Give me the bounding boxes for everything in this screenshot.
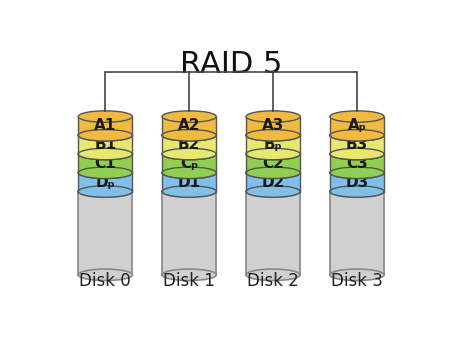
Ellipse shape bbox=[78, 129, 133, 141]
Text: Disk 0: Disk 0 bbox=[79, 272, 131, 290]
Bar bbox=[78, 192, 133, 275]
Ellipse shape bbox=[330, 148, 384, 160]
Bar bbox=[246, 173, 300, 192]
Bar bbox=[78, 135, 133, 154]
Bar bbox=[246, 135, 300, 154]
Text: A1: A1 bbox=[94, 118, 116, 134]
Ellipse shape bbox=[162, 186, 216, 197]
Text: Disk 3: Disk 3 bbox=[331, 272, 383, 290]
Ellipse shape bbox=[78, 186, 133, 197]
Ellipse shape bbox=[78, 269, 133, 281]
Ellipse shape bbox=[78, 111, 133, 122]
Ellipse shape bbox=[162, 167, 216, 178]
Ellipse shape bbox=[246, 129, 300, 141]
Text: B3: B3 bbox=[346, 137, 368, 152]
Text: D2: D2 bbox=[262, 175, 285, 190]
Text: A3: A3 bbox=[262, 118, 284, 134]
Bar bbox=[162, 154, 216, 173]
Ellipse shape bbox=[162, 148, 216, 160]
Text: Disk 2: Disk 2 bbox=[247, 272, 299, 290]
Bar bbox=[330, 154, 384, 173]
Ellipse shape bbox=[246, 129, 300, 141]
Ellipse shape bbox=[246, 148, 300, 160]
Ellipse shape bbox=[246, 269, 300, 281]
Ellipse shape bbox=[162, 148, 216, 160]
Ellipse shape bbox=[246, 111, 300, 122]
Ellipse shape bbox=[246, 186, 300, 197]
Bar bbox=[162, 173, 216, 192]
Bar bbox=[78, 117, 133, 135]
Ellipse shape bbox=[330, 167, 384, 178]
Ellipse shape bbox=[78, 167, 133, 178]
Ellipse shape bbox=[162, 129, 216, 141]
Text: D1: D1 bbox=[178, 175, 201, 190]
Text: Disk 1: Disk 1 bbox=[163, 272, 215, 290]
Text: Aₚ: Aₚ bbox=[347, 118, 367, 134]
Bar bbox=[162, 135, 216, 154]
Bar bbox=[246, 192, 300, 275]
Text: C3: C3 bbox=[346, 156, 368, 171]
Bar bbox=[330, 192, 384, 275]
Ellipse shape bbox=[162, 111, 216, 122]
Ellipse shape bbox=[330, 111, 384, 122]
Ellipse shape bbox=[246, 148, 300, 160]
Text: B2: B2 bbox=[178, 137, 200, 152]
Text: C1: C1 bbox=[95, 156, 116, 171]
Bar bbox=[330, 173, 384, 192]
Ellipse shape bbox=[330, 129, 384, 141]
Ellipse shape bbox=[162, 167, 216, 178]
Ellipse shape bbox=[78, 186, 133, 197]
Ellipse shape bbox=[78, 148, 133, 160]
Text: A2: A2 bbox=[178, 118, 200, 134]
Ellipse shape bbox=[246, 167, 300, 178]
Bar bbox=[162, 117, 216, 135]
Ellipse shape bbox=[330, 186, 384, 197]
Ellipse shape bbox=[246, 186, 300, 197]
Ellipse shape bbox=[78, 167, 133, 178]
Bar bbox=[330, 135, 384, 154]
Ellipse shape bbox=[246, 167, 300, 178]
Text: C2: C2 bbox=[262, 156, 284, 171]
Text: Bₚ: Bₚ bbox=[264, 137, 282, 152]
Ellipse shape bbox=[330, 269, 384, 281]
Text: D3: D3 bbox=[345, 175, 368, 190]
Text: RAID 5: RAID 5 bbox=[180, 50, 282, 79]
Text: Cₚ: Cₚ bbox=[180, 156, 198, 171]
Ellipse shape bbox=[78, 148, 133, 160]
Bar bbox=[330, 117, 384, 135]
Ellipse shape bbox=[330, 186, 384, 197]
Bar bbox=[78, 154, 133, 173]
Bar bbox=[78, 173, 133, 192]
Ellipse shape bbox=[162, 269, 216, 281]
Ellipse shape bbox=[162, 129, 216, 141]
Text: B1: B1 bbox=[94, 137, 116, 152]
Ellipse shape bbox=[78, 129, 133, 141]
Bar bbox=[246, 117, 300, 135]
Text: Dₚ: Dₚ bbox=[95, 175, 115, 190]
Bar bbox=[246, 154, 300, 173]
Ellipse shape bbox=[162, 186, 216, 197]
Ellipse shape bbox=[330, 129, 384, 141]
Ellipse shape bbox=[330, 167, 384, 178]
Ellipse shape bbox=[330, 148, 384, 160]
Bar bbox=[162, 192, 216, 275]
